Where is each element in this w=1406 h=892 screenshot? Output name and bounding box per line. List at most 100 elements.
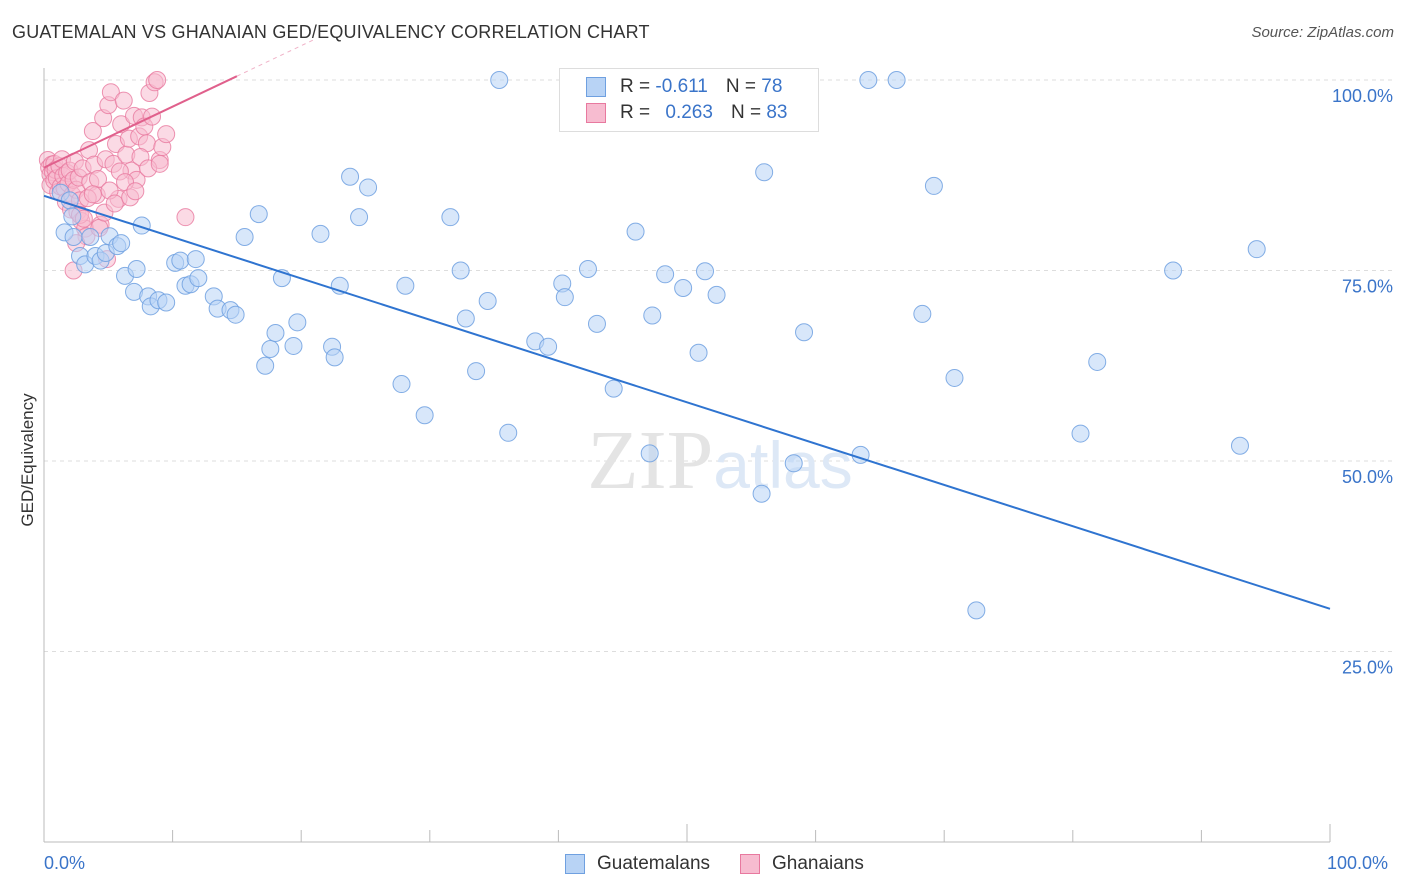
ghanaians-trend-extension	[236, 39, 315, 77]
guatemalan-point	[1088, 352, 1107, 371]
ghanaian-point	[83, 185, 102, 204]
guatemalan-point	[478, 291, 497, 310]
guatemalan-point	[640, 444, 659, 463]
ghanaians-points	[38, 71, 195, 280]
legend-label: Guatemalans	[597, 853, 711, 874]
guatemalan-point	[235, 227, 254, 246]
ghanaian-point	[101, 83, 120, 102]
y-tick-label: 25.0%	[1342, 658, 1393, 678]
guatemalan-point	[887, 71, 906, 89]
guatemalan-point	[924, 176, 943, 195]
guatemalan-point	[249, 205, 268, 224]
guatemalan-point	[132, 216, 151, 235]
guatemalan-point	[226, 305, 245, 324]
y-tick-labels: 25.0% 50.0% 75.0% 100.0%	[1332, 86, 1393, 678]
guatemalan-point	[913, 304, 932, 323]
guatemalan-point	[441, 208, 460, 227]
ghanaian-point	[126, 182, 145, 201]
x-tick-label-max: 100.0%	[1327, 853, 1389, 873]
legend-r-label: R =	[620, 102, 651, 123]
guatemalan-point	[643, 306, 662, 325]
guatemalan-point	[467, 362, 486, 381]
guatemalan-point	[490, 71, 509, 89]
ghanaian-point	[105, 194, 124, 213]
guatemalan-point	[539, 337, 558, 356]
guatemalan-point	[171, 251, 190, 270]
guatemalan-point	[499, 423, 518, 442]
guatemalan-point	[674, 279, 693, 298]
guatemalans-trend-line	[43, 194, 1331, 610]
y-axis-label: GED/Equivalency	[18, 393, 37, 527]
source-label: Source: ZipAtlas.com	[1251, 24, 1394, 41]
ghanaian-point	[176, 208, 195, 227]
legend-item-ghanaians: Ghanaians	[740, 853, 864, 875]
ghanaian-point	[150, 154, 169, 173]
legend-n-value: 78	[761, 76, 783, 97]
guatemalans-points	[51, 71, 1266, 620]
legend-n-label: N =	[725, 76, 756, 97]
guatemalan-point	[604, 379, 623, 398]
guatemalan-point	[325, 348, 344, 367]
guatemalan-point	[392, 375, 411, 394]
guatemalan-point	[656, 265, 675, 284]
guatemalan-point	[578, 259, 597, 278]
series-legend: Guatemalans Ghanaians	[565, 850, 894, 878]
guatemalan-point	[555, 288, 574, 307]
watermark: ZIPatlas	[587, 414, 852, 507]
guatemalan-point	[626, 222, 645, 241]
ghanaian-point	[114, 91, 133, 110]
legend-row-ghanaians: R = 0.263 N = 83	[586, 101, 787, 125]
y-tick-label: 50.0%	[1342, 467, 1393, 487]
guatemalan-point	[112, 234, 131, 253]
legend-r-label: R =	[620, 76, 651, 97]
guatemalan-point	[945, 368, 964, 387]
legend-swatch-blue	[565, 854, 585, 874]
guatemalan-point	[341, 167, 360, 186]
ghanaian-point	[157, 125, 176, 144]
guatemalan-point	[967, 601, 986, 620]
guatemalan-point	[284, 336, 303, 355]
correlation-legend: R = -0.611 N = 78 R = 0.263 N = 83	[559, 68, 819, 132]
chart-title: GUATEMALAN VS GHANAIAN GED/EQUIVALENCY C…	[12, 22, 650, 42]
guatemalan-point	[1247, 240, 1266, 259]
guatemalan-point	[359, 178, 378, 197]
guatemalan-point	[696, 262, 715, 281]
guatemalan-point	[261, 339, 280, 358]
guatemalan-point	[755, 163, 774, 182]
legend-n-value: 83	[766, 102, 788, 123]
guatemalan-point	[189, 269, 208, 288]
guatemalan-point	[127, 259, 146, 278]
ghanaian-point	[148, 71, 167, 89]
legend-item-guatemalans: Guatemalans	[565, 853, 710, 875]
guatemalan-point	[795, 323, 814, 342]
guatemalan-point	[64, 227, 83, 246]
guatemalan-point	[63, 207, 82, 226]
axes	[43, 68, 1331, 843]
guatemalan-point	[1164, 261, 1183, 280]
guatemalan-point	[288, 313, 307, 332]
guatemalan-point	[859, 71, 878, 89]
guatemalan-point	[587, 314, 606, 333]
legend-swatch-pink	[740, 854, 761, 874]
guatemalan-point	[451, 261, 470, 280]
guatemalan-point	[396, 276, 415, 295]
guatemalan-point	[157, 293, 176, 312]
legend-row-guatemalans: R = -0.611 N = 78	[586, 75, 782, 99]
legend-n-label: N =	[730, 102, 762, 123]
guatemalan-point	[689, 343, 708, 362]
y-tick-label: 100.0%	[1332, 86, 1393, 106]
guatemalan-point	[784, 454, 803, 473]
ghanaian-point	[83, 122, 102, 141]
guatemalan-point	[415, 406, 434, 425]
guatemalan-point	[81, 227, 100, 246]
grid-lines	[44, 79, 1392, 652]
legend-r-value: -0.611	[655, 76, 708, 97]
legend-swatch-blue	[586, 77, 606, 97]
guatemalan-point	[256, 356, 275, 375]
guatemalan-point	[350, 208, 369, 227]
legend-swatch-pink	[586, 103, 606, 123]
guatemalan-point	[1071, 424, 1090, 443]
legend-label: Ghanaians	[772, 853, 864, 874]
guatemalan-point	[1230, 436, 1249, 455]
